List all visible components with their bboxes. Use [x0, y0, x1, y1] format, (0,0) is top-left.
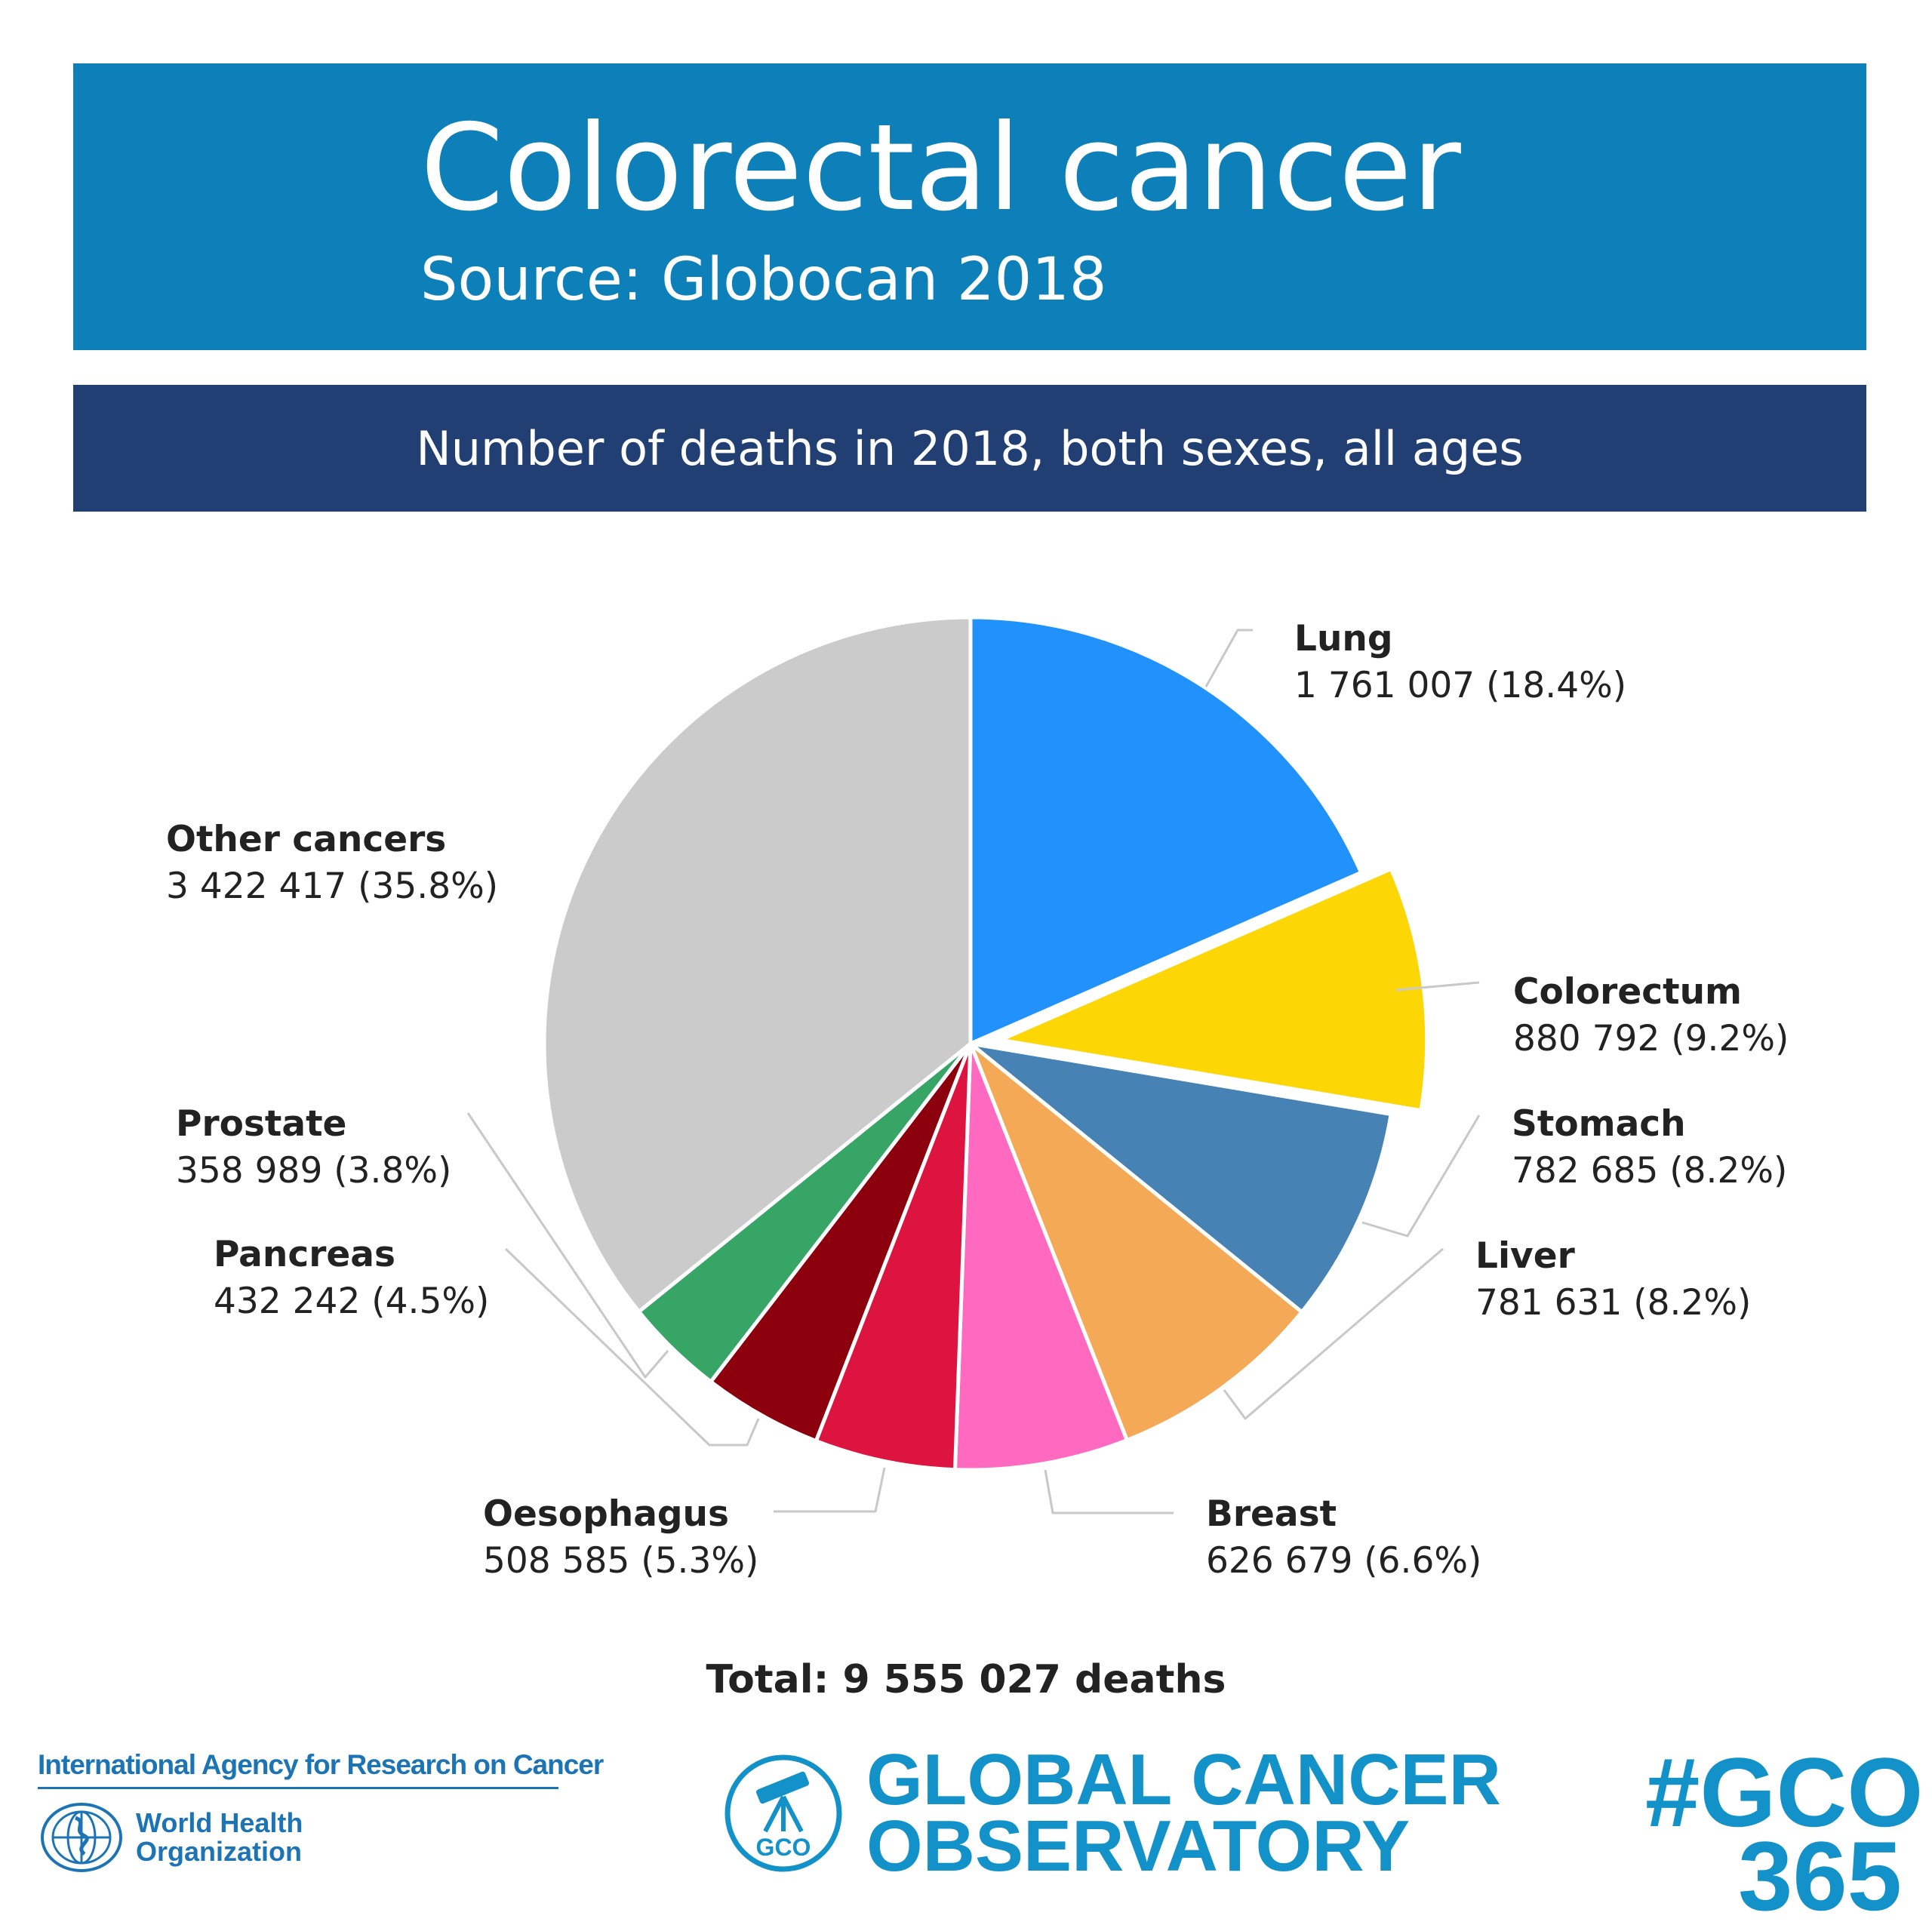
leader-line-lung: [1204, 629, 1253, 687]
chart-subtitle-banner: Number of deaths in 2018, both sexes, al…: [73, 385, 1866, 512]
pie-slice-pancreas: [709, 1041, 973, 1444]
leader-line-oesophagus: [774, 1467, 886, 1513]
hashtag-gco365: #GCO 365: [1645, 1737, 1924, 1924]
iarc-who-logo: International Agency for Research on Can…: [38, 1749, 604, 1875]
slice-label-other-cancers: Other cancers: [166, 819, 446, 860]
who-emblem-icon: [41, 1803, 122, 1872]
total-deaths: Total: 9 555 027 deaths: [706, 1657, 1226, 1702]
slice-value-oesophagus: 508 585 (5.3%): [483, 1540, 758, 1582]
slice-label-prostate: Prostate: [176, 1103, 346, 1145]
slice-value-prostate: 358 989 (3.8%): [176, 1150, 451, 1192]
leader-line-colorectum: [1395, 981, 1480, 992]
slice-value-other-cancers: 3 422 417 (35.8%): [166, 866, 498, 907]
hashtag-line-1: #GCO: [1645, 1737, 1924, 1847]
slice-labels: Lung 1 761 007 (18.4%) Colorectum 880 792 (…: [166, 618, 1789, 1582]
leader-line-pancreas: [504, 1247, 760, 1447]
slice-value-breast: 626 679 (6.6%): [1206, 1540, 1481, 1582]
slice-value-lung: 1 761 007 (18.4%): [1294, 665, 1626, 706]
pie-slice-liver: [968, 1041, 1304, 1443]
slice-value-colorectum: 880 792 (9.2%): [1513, 1018, 1789, 1059]
slice-label-oesophagus: Oesophagus: [483, 1493, 729, 1535]
page-title: Colorectal cancer: [420, 99, 1461, 238]
gco-line-1: GLOBAL CANCER: [866, 1739, 1501, 1820]
leader-line-liver: [1223, 1247, 1444, 1420]
iarc-divider: [38, 1787, 558, 1789]
chart-subtitle: Number of deaths in 2018, both sexes, al…: [416, 420, 1524, 476]
slice-label-stomach: Stomach: [1512, 1103, 1686, 1145]
slice-label-liver: Liver: [1475, 1235, 1576, 1277]
slice-label-breast: Breast: [1206, 1493, 1337, 1535]
slice-value-liver: 781 631 (8.2%): [1475, 1282, 1751, 1324]
slice-value-pancreas: 432 242 (4.5%): [214, 1281, 489, 1322]
pie-slice-lung: [968, 615, 1364, 1046]
leader-line-stomach: [1361, 1115, 1481, 1238]
source-text: Source: Globocan 2018: [420, 246, 1107, 314]
slice-label-lung: Lung: [1294, 618, 1393, 660]
leader-line-breast: [1044, 1469, 1174, 1514]
pie-slices: [542, 615, 1429, 1472]
iarc-name: International Agency for Research on Can…: [38, 1749, 604, 1780]
pie-slice-oesophagus: [814, 1041, 973, 1472]
gco-line-2: OBSERVATORY: [866, 1806, 1411, 1887]
gco-logo: GCO GLOBAL CANCER OBSERVATORY: [723, 1739, 1501, 1887]
pie-slice-other-cancers: [542, 615, 973, 1314]
gco-badge-text: GCO: [756, 1834, 811, 1861]
who-line-1: World Health: [136, 1807, 303, 1839]
slice-label-pancreas: Pancreas: [214, 1234, 395, 1275]
who-line-2: Organization: [136, 1836, 303, 1867]
slice-label-colorectum: Colorectum: [1513, 971, 1742, 1013]
slice-value-stomach: 782 685 (8.2%): [1512, 1150, 1787, 1192]
pie-slice-stomach: [968, 1041, 1393, 1314]
title-banner: Colorectal cancer Source: Globocan 2018: [73, 63, 1866, 350]
leader-lines: [466, 629, 1481, 1514]
pie-slice-breast: [952, 1041, 1129, 1472]
leader-line-prostate: [466, 1112, 669, 1379]
telescope-icon: GCO: [724, 1754, 842, 1872]
